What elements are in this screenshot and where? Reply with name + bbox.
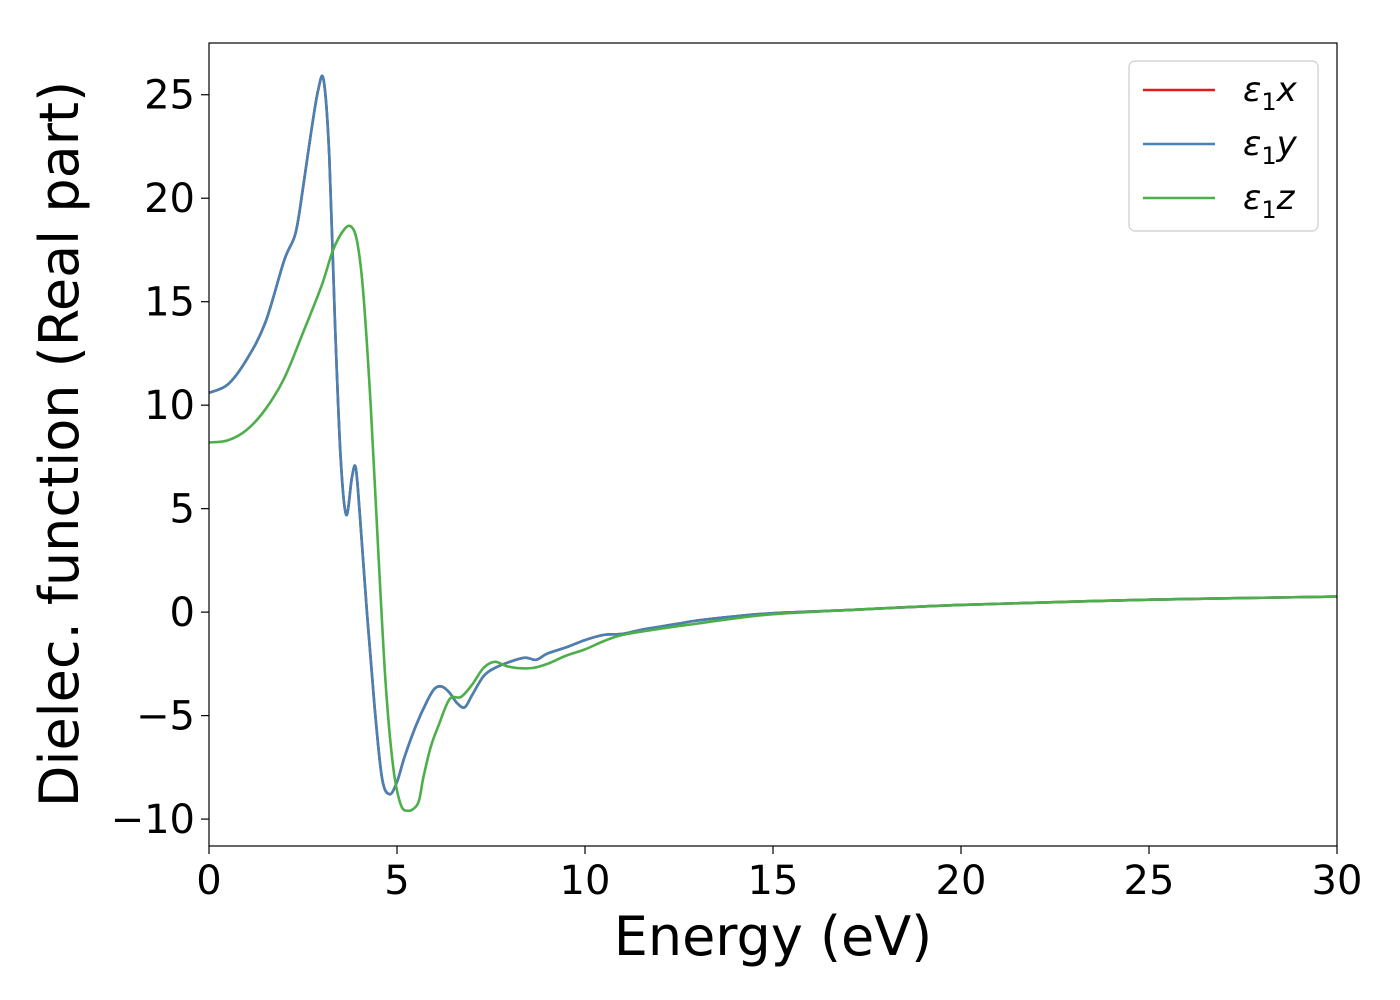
- legend-label: ε1y: [1243, 124, 1298, 170]
- y-tick-label: 5: [170, 487, 195, 533]
- x-tick-label: 15: [748, 858, 799, 904]
- series-line-y: [209, 74, 1337, 796]
- x-tick-label: 10: [560, 858, 611, 904]
- y-tick-label: 25: [144, 73, 195, 119]
- legend-item-z: ε1z: [1143, 178, 1296, 224]
- x-tick-label: 0: [196, 858, 221, 904]
- legend-label: ε1z: [1243, 178, 1296, 224]
- y-tick-label: 20: [144, 176, 195, 222]
- x-tick-label: 25: [1124, 858, 1175, 904]
- legend: ε1x ε1y ε1z: [1128, 60, 1319, 232]
- x-axis: 0 5 10 15 20 25 30: [196, 846, 1362, 904]
- legend-item-x: ε1x: [1143, 70, 1298, 116]
- y-tick-label: 15: [144, 280, 195, 326]
- x-axis-label: Energy (eV): [614, 905, 933, 968]
- y-tick-label: −10: [111, 797, 195, 843]
- y-tick-label: 0: [170, 590, 195, 636]
- series-layer: [209, 74, 1337, 813]
- legend-label: ε1x: [1243, 70, 1298, 116]
- y-axis-label: Dielec. function (Real part): [28, 81, 91, 807]
- y-tick-label: −5: [136, 694, 195, 740]
- y-tick-label: 10: [144, 383, 195, 429]
- legend-item-y: ε1y: [1143, 124, 1298, 170]
- x-tick-label: 30: [1312, 858, 1363, 904]
- x-tick-label: 20: [936, 858, 987, 904]
- x-tick-label: 5: [384, 858, 409, 904]
- y-axis: −10 −5 0 5 10 15 20 25: [111, 73, 209, 843]
- series-line-z: [209, 224, 1337, 813]
- legend-box: [1128, 60, 1319, 232]
